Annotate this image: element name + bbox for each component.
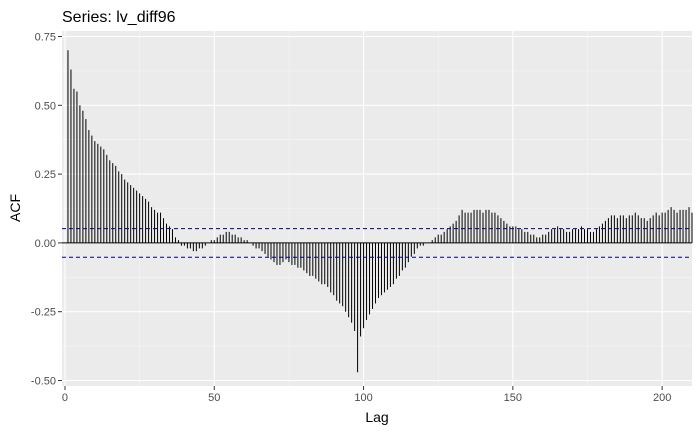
x-tick-label: 50 [208, 392, 220, 404]
minor-gridlines [62, 31, 692, 386]
acf-bars [67, 50, 693, 373]
chart-title: Series: lv_diff96 [62, 9, 176, 26]
y-axis: -0.50 -0.25 0.00 0.25 0.50 0.75 [31, 32, 62, 387]
y-tick-label: -0.50 [31, 375, 56, 387]
x-tick-label: 200 [653, 392, 671, 404]
y-tick-label: 0.00 [35, 238, 56, 250]
x-tick-label: 0 [62, 392, 68, 404]
major-gridlines [62, 31, 692, 386]
y-tick-label: -0.25 [31, 307, 56, 319]
x-tick-label: 150 [504, 392, 522, 404]
y-tick-label: 0.25 [35, 169, 56, 181]
x-axis: 0 50 100 150 200 [62, 386, 671, 404]
y-axis-label: ACF [7, 194, 23, 222]
y-tick-label: 0.50 [35, 100, 56, 112]
reference-lines [62, 228, 692, 258]
x-tick-label: 100 [354, 392, 372, 404]
y-tick-label: 0.75 [35, 32, 56, 44]
x-axis-label: Lag [365, 409, 388, 425]
